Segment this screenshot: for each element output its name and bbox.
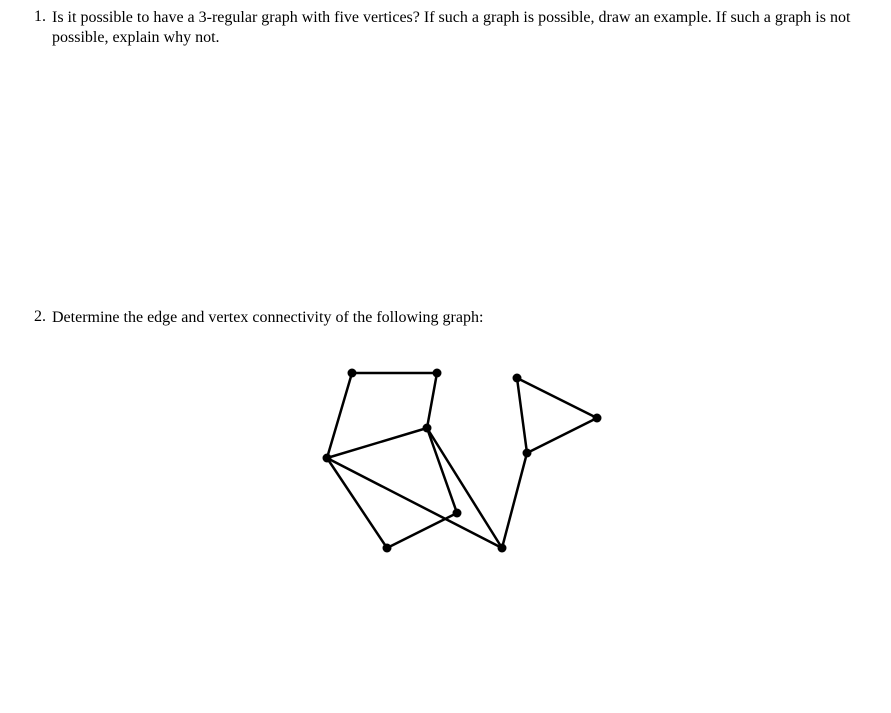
graph-figure bbox=[52, 348, 871, 583]
graph-edge bbox=[517, 378, 597, 418]
graph-node bbox=[432, 369, 441, 378]
graph-edge bbox=[527, 418, 597, 453]
graph-edge bbox=[517, 378, 527, 453]
graph-edge bbox=[427, 373, 437, 428]
graph-edge bbox=[327, 373, 352, 458]
graph-edge bbox=[327, 428, 427, 458]
graph-node bbox=[497, 544, 506, 553]
graph-node bbox=[422, 424, 431, 433]
problem-1-text: Is it possible to have a 3-regular graph… bbox=[52, 8, 871, 48]
problem-1: 1. Is it possible to have a 3-regular gr… bbox=[20, 8, 871, 48]
graph-node bbox=[592, 414, 601, 423]
graph-edge bbox=[327, 458, 387, 548]
problem-2-number: 2. bbox=[20, 308, 46, 326]
problem-2: 2. Determine the edge and vertex connect… bbox=[20, 308, 871, 583]
graph-edge bbox=[502, 453, 527, 548]
graph-node bbox=[322, 454, 331, 463]
problem-2-text: Determine the edge and vertex connectivi… bbox=[52, 308, 871, 328]
graph-svg bbox=[292, 348, 632, 578]
graph-node bbox=[452, 509, 461, 518]
graph-edge bbox=[387, 513, 457, 548]
graph-node bbox=[382, 544, 391, 553]
graph-node bbox=[347, 369, 356, 378]
problem-1-number: 1. bbox=[20, 8, 46, 26]
graph-node bbox=[512, 374, 521, 383]
graph-node bbox=[522, 449, 531, 458]
page: 1. Is it possible to have a 3-regular gr… bbox=[0, 0, 891, 591]
